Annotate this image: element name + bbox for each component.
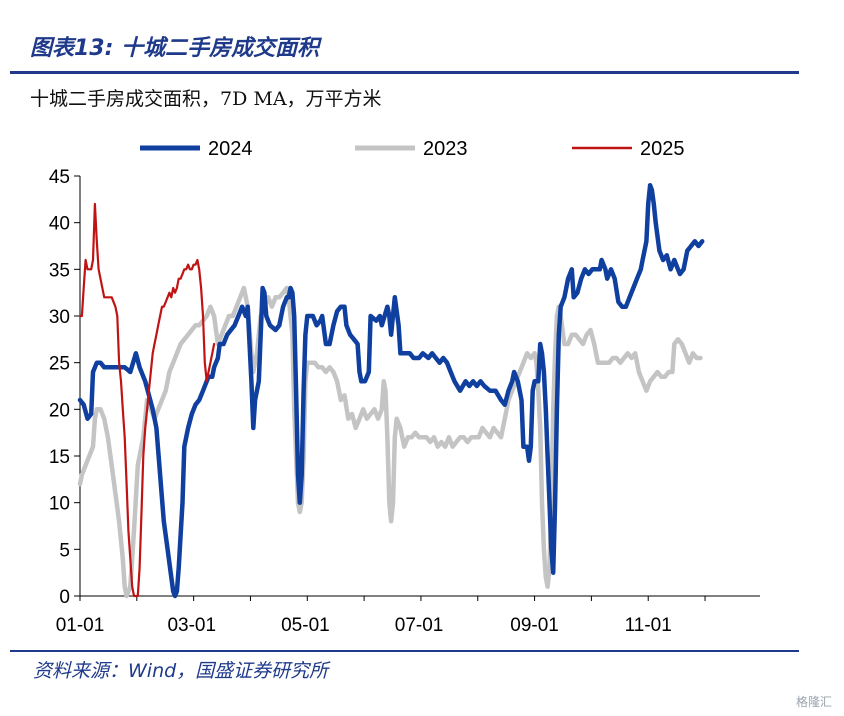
y-tick-label: 25 bbox=[49, 354, 70, 375]
y-tick-label: 10 bbox=[49, 494, 70, 515]
series-layer bbox=[77, 183, 705, 599]
y-tick-label: 45 bbox=[49, 167, 70, 188]
chart-subtitle: 十城二手房成交面积，7D MA，万平方米 bbox=[30, 88, 382, 110]
series-line-2025 bbox=[78, 202, 216, 598]
x-tick-label: 09-01 bbox=[510, 615, 559, 636]
y-tick-label: 30 bbox=[49, 307, 70, 328]
source-note: 资料来源：Wind，国盛证券研究所 bbox=[33, 660, 329, 682]
x-tick-label: 01-01 bbox=[56, 615, 105, 636]
chart-axes: 0 5 10 15 20 25 30 35 40 45 01-01 03-01 05-01 07-01 09… bbox=[49, 167, 760, 636]
legend-label-2023: 2023 bbox=[423, 138, 468, 160]
y-tick-label: 40 bbox=[49, 214, 70, 235]
series-line-2023 bbox=[77, 285, 703, 599]
x-tick-label: 03-01 bbox=[167, 615, 216, 636]
y-tick-label: 20 bbox=[49, 400, 70, 421]
watermark-text: 格隆汇 bbox=[795, 695, 832, 709]
legend-label-2024: 2024 bbox=[208, 138, 253, 160]
header-divider bbox=[10, 71, 799, 74]
y-tick-label: 15 bbox=[49, 447, 70, 468]
figure-title: 图表13: 十城二手房成交面积 bbox=[30, 36, 320, 61]
footer-divider bbox=[10, 650, 799, 652]
x-tick-label: 05-01 bbox=[281, 615, 330, 636]
y-tick-label: 0 bbox=[59, 587, 70, 608]
x-tick-label: 07-01 bbox=[395, 615, 444, 636]
legend-label-2025: 2025 bbox=[640, 138, 685, 160]
y-tick-label: 5 bbox=[59, 540, 70, 561]
x-tick-label: 11-01 bbox=[625, 615, 672, 636]
chart-legend: 2024 2023 2025 bbox=[140, 138, 685, 160]
y-tick-label: 35 bbox=[49, 260, 70, 281]
series-line-2024 bbox=[77, 183, 705, 599]
